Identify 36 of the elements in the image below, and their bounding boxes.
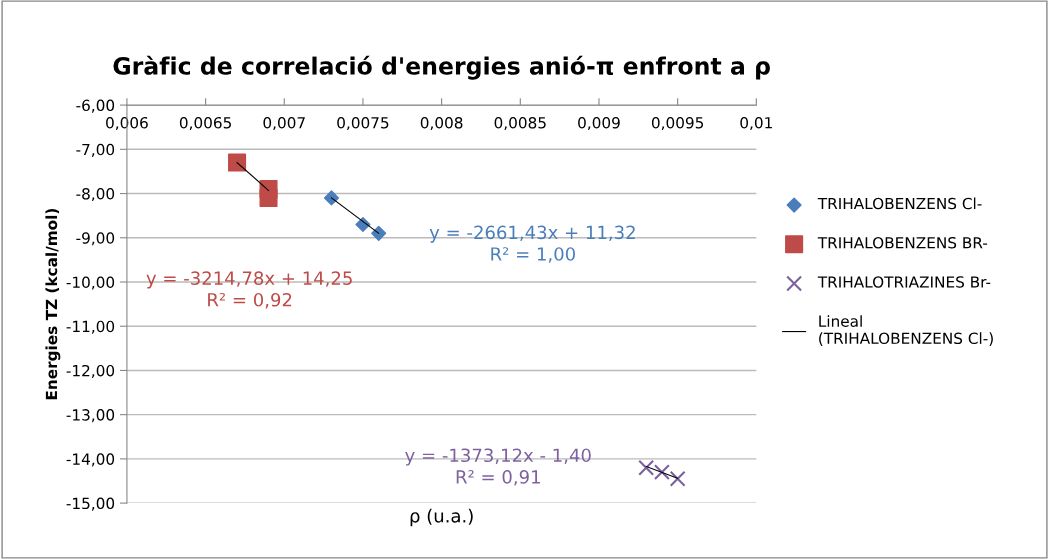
y-tick-label: -6,00 [76, 99, 115, 113]
point [638, 459, 655, 476]
legend-label: TRIHALOBENZENS BR- [817, 236, 988, 249]
chart-title: Gràfic de correlació d'energies anió-π enfront a ρ [113, 55, 770, 80]
y-tick-label: -9,00 [76, 232, 115, 246]
x-tick-label: 0,01 [740, 116, 772, 131]
point [653, 464, 670, 481]
y-tick-label: -15,00 [66, 497, 115, 511]
y-axis-title: Energies TZ (kcal/mol) [45, 208, 61, 400]
x-tick-label: 0,0065 [179, 116, 231, 131]
legend-label: TRIHALOBENZENS Cl- [817, 197, 982, 210]
legend-label: TRIHALOTRIAZINES Br- [817, 276, 991, 288]
annotation: y = -1373,12x - 1,40 R² = 0,91 [405, 448, 591, 486]
y-tick-label: -7,00 [76, 143, 115, 157]
y-tick-label: -8,00 [76, 188, 115, 202]
y-tick-label: -12,00 [66, 364, 115, 379]
annotation: y = -3214,78x + 14,25 R² = 0,92 [146, 271, 352, 309]
x-tick-label: 0,0095 [651, 116, 704, 131]
y-tick-label: -11,00 [66, 320, 115, 334]
x-tick-label: 0,007 [263, 116, 305, 131]
x-tick-label: 0,006 [106, 116, 148, 131]
point [371, 225, 387, 241]
point [228, 153, 247, 172]
x-tick-label: 0,009 [578, 116, 620, 131]
y-tick-label: -13,00 [66, 409, 115, 423]
point [259, 188, 278, 207]
legend-label: Lineal (TRIHALOBENZENS Cl-) [819, 315, 993, 346]
x-axis-title: ρ (u.a.) [410, 508, 473, 527]
y-tick-label: -10,00 [66, 276, 115, 290]
x-tick-label: 0,008 [420, 116, 463, 131]
x-tick-label: 0,0075 [337, 116, 389, 131]
point [669, 470, 686, 487]
point [323, 190, 340, 206]
y-tick-label: -14,00 [66, 453, 115, 467]
annotation: y = -2661,43x + 11,32 R² = 1,00 [429, 225, 635, 263]
x-tick-label: 0,0085 [494, 116, 546, 131]
